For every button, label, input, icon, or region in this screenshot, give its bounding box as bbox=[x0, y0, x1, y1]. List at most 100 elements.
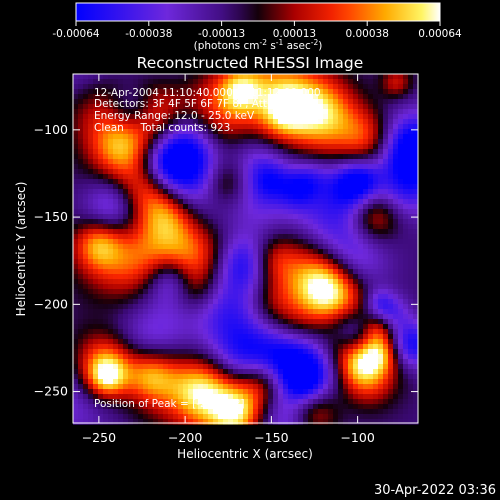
heatmap-cell bbox=[198, 164, 204, 170]
heatmap-cell bbox=[248, 399, 254, 405]
heatmap-cell bbox=[158, 104, 164, 110]
heatmap-cell bbox=[403, 379, 409, 385]
heatmap-cell bbox=[238, 284, 244, 290]
heatmap-cell bbox=[363, 379, 369, 385]
heatmap-cell bbox=[88, 109, 94, 115]
heatmap-cell bbox=[348, 284, 354, 290]
heatmap-cell bbox=[198, 249, 204, 255]
heatmap-cell bbox=[128, 184, 134, 190]
heatmap-cell bbox=[88, 184, 94, 190]
heatmap-cell bbox=[343, 144, 349, 150]
heatmap-cell bbox=[413, 234, 419, 240]
heatmap-cell bbox=[88, 294, 94, 300]
heatmap-cell bbox=[103, 214, 109, 220]
heatmap-cell bbox=[293, 304, 299, 310]
heatmap-cell bbox=[198, 244, 204, 250]
heatmap-cell bbox=[368, 259, 374, 265]
heatmap-cell bbox=[293, 409, 299, 415]
heatmap-cell bbox=[238, 394, 244, 400]
heatmap-cell bbox=[383, 139, 389, 145]
heatmap-cell bbox=[238, 114, 244, 120]
heatmap-cell bbox=[188, 124, 194, 130]
heatmap-cell bbox=[143, 304, 149, 310]
heatmap-cell bbox=[193, 184, 199, 190]
heatmap-cell bbox=[253, 79, 259, 85]
heatmap-cell bbox=[363, 354, 369, 360]
heatmap-cell bbox=[148, 379, 154, 385]
heatmap-cell bbox=[383, 329, 389, 335]
heatmap-cell bbox=[313, 384, 319, 390]
heatmap-cell bbox=[183, 344, 189, 350]
heatmap-cell bbox=[363, 309, 369, 315]
heatmap-cell bbox=[323, 364, 329, 370]
heatmap-cell bbox=[158, 334, 164, 340]
heatmap-cell bbox=[193, 89, 199, 95]
heatmap-cell bbox=[318, 144, 324, 150]
heatmap-cell bbox=[208, 374, 214, 380]
heatmap-cell bbox=[153, 324, 159, 330]
heatmap-cell bbox=[78, 219, 84, 225]
heatmap-cell bbox=[73, 344, 79, 350]
heatmap-cell bbox=[183, 184, 189, 190]
heatmap-cell bbox=[318, 384, 324, 390]
heatmap-cell bbox=[358, 289, 364, 295]
heatmap-cell bbox=[193, 404, 199, 410]
heatmap-cell bbox=[413, 194, 419, 200]
heatmap-cell bbox=[298, 359, 304, 365]
heatmap-cell bbox=[178, 209, 184, 215]
heatmap-cell bbox=[243, 179, 249, 185]
heatmap-cell bbox=[178, 79, 184, 85]
heatmap-cell bbox=[318, 354, 324, 360]
heatmap-cell bbox=[383, 219, 389, 225]
heatmap-cell bbox=[78, 384, 84, 390]
heatmap-cell bbox=[88, 219, 94, 225]
heatmap-cell bbox=[133, 349, 139, 355]
heatmap-cell bbox=[353, 309, 359, 315]
heatmap-cell bbox=[163, 169, 169, 175]
heatmap-cell bbox=[78, 319, 84, 325]
heatmap-cell bbox=[78, 244, 84, 250]
heatmap-cell bbox=[323, 239, 329, 245]
heatmap-cell bbox=[123, 414, 129, 420]
heatmap-cell bbox=[143, 114, 149, 120]
heatmap-cell bbox=[133, 174, 139, 180]
heatmap-cell bbox=[243, 399, 249, 405]
heatmap-cell bbox=[318, 299, 324, 305]
heatmap-cell bbox=[348, 179, 354, 185]
heatmap-cell bbox=[298, 289, 304, 295]
heatmap-cell bbox=[378, 74, 384, 80]
heatmap-cell bbox=[268, 234, 274, 240]
heatmap-cell bbox=[358, 94, 364, 100]
heatmap-cell bbox=[83, 289, 89, 295]
heatmap-cell bbox=[378, 339, 384, 345]
heatmap-cell bbox=[103, 79, 109, 85]
heatmap-cell bbox=[123, 144, 129, 150]
heatmap-cell bbox=[238, 129, 244, 135]
heatmap-cell bbox=[208, 129, 214, 135]
heatmap-cell bbox=[133, 279, 139, 285]
heatmap-cell bbox=[193, 314, 199, 320]
heatmap-cell bbox=[188, 419, 194, 425]
heatmap-cell bbox=[168, 394, 174, 400]
heatmap-cell bbox=[368, 289, 374, 295]
heatmap-cell bbox=[348, 224, 354, 230]
heatmap-cell bbox=[343, 279, 349, 285]
heatmap-cell bbox=[178, 89, 184, 95]
heatmap-cell bbox=[78, 259, 84, 265]
heatmap-cell bbox=[298, 379, 304, 385]
heatmap-cell bbox=[128, 409, 134, 415]
heatmap-cell bbox=[348, 244, 354, 250]
heatmap-cell bbox=[293, 204, 299, 210]
heatmap-cell bbox=[118, 79, 124, 85]
heatmap-cell bbox=[408, 339, 414, 345]
heatmap-cell bbox=[298, 89, 304, 95]
heatmap-cell bbox=[348, 234, 354, 240]
heatmap-cell bbox=[183, 264, 189, 270]
heatmap-cell bbox=[163, 79, 169, 85]
heatmap-cell bbox=[148, 219, 154, 225]
heatmap-cell bbox=[243, 144, 249, 150]
heatmap-cell bbox=[103, 229, 109, 235]
heatmap-cell bbox=[138, 229, 144, 235]
heatmap-cell bbox=[233, 244, 239, 250]
heatmap-cell bbox=[358, 99, 364, 105]
